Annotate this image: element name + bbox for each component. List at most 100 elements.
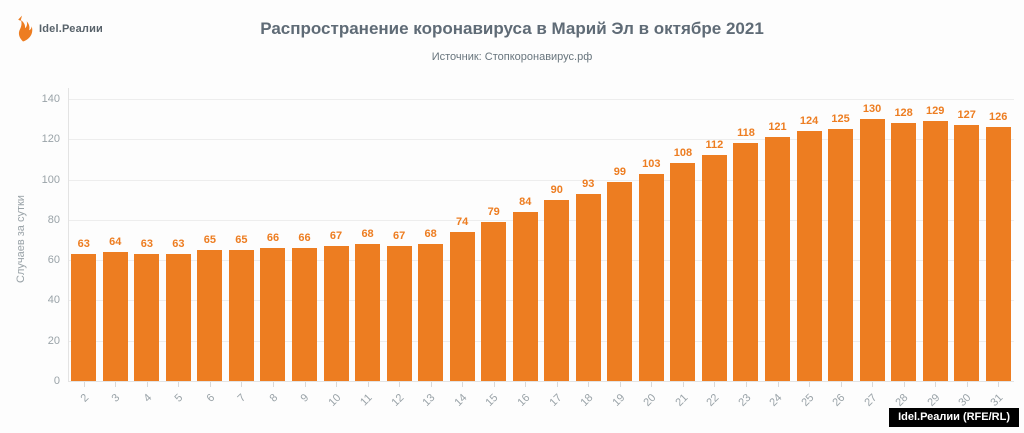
bar-value-label: 127 <box>957 109 976 122</box>
x-axis-category-label: 3 <box>109 391 123 405</box>
bar-day-28[interactable] <box>891 123 917 381</box>
bar-value-label: 118 <box>737 127 755 140</box>
bar-value-label: 121 <box>768 121 787 134</box>
bar-day-20[interactable] <box>638 173 664 381</box>
bar-day-6[interactable] <box>197 250 223 381</box>
bar-day-11[interactable] <box>355 244 381 381</box>
x-axis-tick <box>399 382 401 387</box>
x-axis-tick <box>367 382 369 387</box>
y-axis-tick-label: 80 <box>47 213 60 226</box>
bar-day-23[interactable] <box>733 143 759 381</box>
bar-day-21[interactable] <box>670 163 696 381</box>
x-axis-tick <box>777 382 779 387</box>
x-axis-category-label: 9 <box>298 391 312 405</box>
x-axis-category-label: 15 <box>483 391 501 409</box>
bar-day-25[interactable] <box>796 131 822 381</box>
y-axis-tick-label: 0 <box>53 375 60 387</box>
x-axis-tick <box>146 382 148 387</box>
x-axis-tick <box>998 382 1000 387</box>
y-axis-tick-label: 20 <box>47 334 60 347</box>
x-axis-category-label: 18 <box>578 391 596 409</box>
x-axis-category-label: 6 <box>204 391 218 405</box>
bar-value-label: 67 <box>329 230 343 243</box>
x-axis-category-label: 31 <box>988 391 1006 409</box>
x-axis-tick <box>714 382 716 387</box>
bar-day-27[interactable] <box>859 119 885 381</box>
gridline <box>68 340 1014 342</box>
bar-day-17[interactable] <box>544 199 570 381</box>
x-axis-line <box>68 381 1014 382</box>
gridline <box>68 99 1014 100</box>
bar-day-30[interactable] <box>954 125 980 381</box>
x-axis-category-label: 21 <box>673 391 691 409</box>
bar-day-12[interactable] <box>386 246 412 381</box>
bar-day-9[interactable] <box>292 248 317 381</box>
bar-value-label: 63 <box>140 238 153 251</box>
x-axis-tick <box>651 382 653 387</box>
x-axis-category-label: 19 <box>609 391 628 409</box>
gridline <box>68 179 1014 181</box>
bar-value-label: 66 <box>266 232 280 245</box>
x-axis-category-label: 22 <box>704 391 722 409</box>
y-axis-tick-label: 40 <box>47 294 60 307</box>
x-axis-category-label: 4 <box>141 391 155 405</box>
x-axis-tick <box>682 382 684 387</box>
bar-day-19[interactable] <box>607 181 633 381</box>
x-axis-category-label: 24 <box>767 391 785 409</box>
x-axis-tick <box>903 382 905 387</box>
x-axis-tick <box>83 382 85 387</box>
y-axis-line <box>68 88 69 381</box>
bar-day-13[interactable] <box>418 244 444 381</box>
x-axis-tick <box>430 382 432 387</box>
bar-day-29[interactable] <box>922 121 948 381</box>
bar-value-label: 93 <box>582 177 595 190</box>
bar-day-3[interactable] <box>102 252 128 381</box>
bar-day-8[interactable] <box>260 248 286 381</box>
bar-day-26[interactable] <box>828 129 854 381</box>
x-axis-category-label: 5 <box>172 391 186 405</box>
bar-value-label: 65 <box>235 234 248 247</box>
x-axis-tick <box>525 382 527 387</box>
bar-value-label: 125 <box>831 113 850 126</box>
x-axis-tick <box>209 382 211 387</box>
bar-day-2[interactable] <box>71 254 97 381</box>
bar-day-4[interactable] <box>134 254 160 381</box>
bar-day-10[interactable] <box>323 246 349 381</box>
bar-day-22[interactable] <box>701 155 727 381</box>
bar-value-label: 68 <box>424 228 437 241</box>
bar-value-label: 79 <box>487 205 500 218</box>
bar-day-15[interactable] <box>481 221 507 381</box>
bar-value-label: 126 <box>989 111 1008 124</box>
x-axis-category-label: 26 <box>830 391 848 409</box>
bar-day-18[interactable] <box>575 193 601 381</box>
bar-day-5[interactable] <box>165 254 191 381</box>
x-axis-category-label: 27 <box>862 391 880 409</box>
gridline <box>68 260 1014 262</box>
x-axis-tick <box>556 382 558 387</box>
bar-value-label: 66 <box>298 232 311 245</box>
x-axis-category-label: 16 <box>515 391 533 409</box>
x-axis-category-label: 10 <box>326 391 344 409</box>
bar-day-31[interactable] <box>985 127 1011 381</box>
x-axis-tick <box>935 382 937 387</box>
x-axis-tick <box>115 382 117 387</box>
x-axis-category-label: 8 <box>267 391 281 405</box>
gridline <box>68 139 1014 141</box>
bar-day-24[interactable] <box>765 137 790 381</box>
x-axis-tick <box>588 382 590 387</box>
x-axis-tick <box>241 382 243 387</box>
x-axis-category-label: 20 <box>641 391 659 409</box>
bar-day-16[interactable] <box>512 211 538 381</box>
x-axis-category-label: 14 <box>452 391 470 409</box>
y-axis-tick-label: 120 <box>41 133 60 146</box>
x-axis-tick <box>178 382 180 387</box>
bar-value-label: 129 <box>925 105 945 118</box>
bar-day-14[interactable] <box>449 231 475 381</box>
x-axis-category-label: 25 <box>799 391 817 409</box>
bar-value-label: 67 <box>392 230 406 243</box>
chart-subtitle: Источник: Стопкоронавирус.рф <box>431 51 593 63</box>
bar-value-label: 130 <box>862 103 882 116</box>
x-axis-category-label: 12 <box>389 391 407 409</box>
bar-day-7[interactable] <box>228 250 254 381</box>
